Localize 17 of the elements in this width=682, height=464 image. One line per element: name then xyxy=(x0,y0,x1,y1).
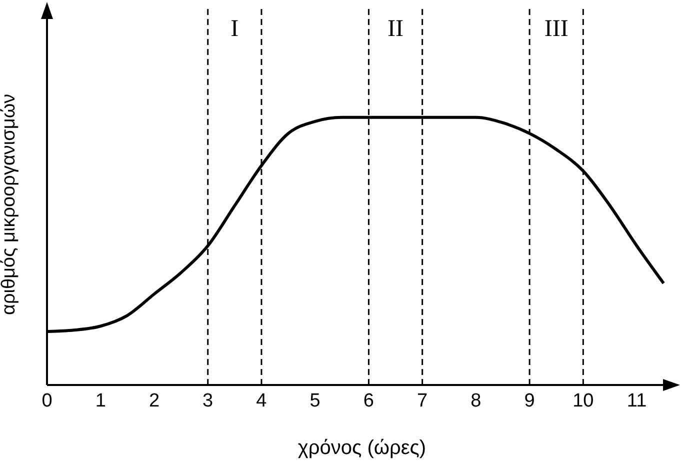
text: I xyxy=(230,16,239,42)
x-axis-title: χρόνος (ώρες) xyxy=(298,437,426,459)
text: II xyxy=(388,16,404,42)
x-tick-label: 8 xyxy=(470,390,482,412)
x-tick-label: 3 xyxy=(202,390,214,412)
x-tick-label: 4 xyxy=(256,390,268,412)
x-tick-label: 11 xyxy=(626,390,647,412)
text: III xyxy=(544,16,568,42)
x-tick-label: 5 xyxy=(310,390,320,412)
x-tick-label: 10 xyxy=(572,390,594,412)
x-tick-label: 1 xyxy=(95,390,106,412)
x-tick-label: 7 xyxy=(417,390,428,412)
x-tick-label: 9 xyxy=(524,390,535,412)
y-axis-title: αριθμός μικροοργανισμών xyxy=(0,94,20,315)
x-tick-label: 0 xyxy=(42,390,52,412)
x-tick-label: 2 xyxy=(148,390,160,412)
x-tick-label: 6 xyxy=(363,390,374,412)
